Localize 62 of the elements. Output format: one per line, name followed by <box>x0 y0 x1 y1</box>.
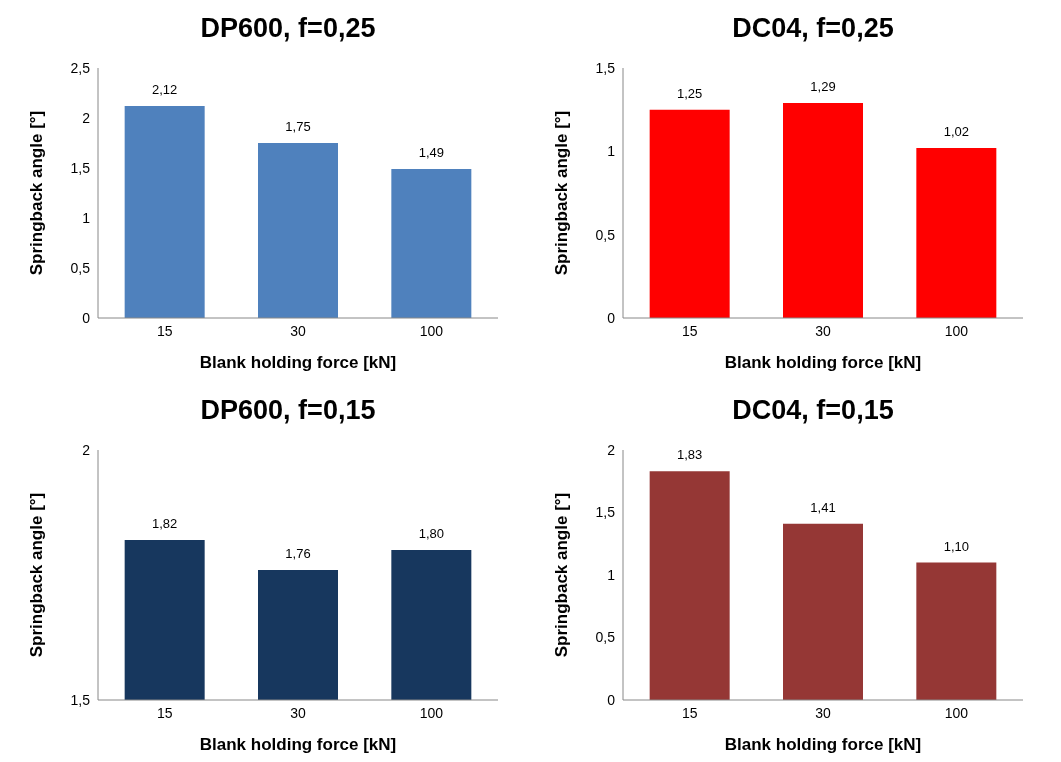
bar <box>783 103 863 318</box>
y-tick-label: 2,5 <box>70 59 91 76</box>
y-tick-label: 0 <box>82 309 91 326</box>
data-label: 1,82 <box>152 516 178 531</box>
y-tick-label: 1,5 <box>595 504 616 521</box>
bar <box>124 106 205 318</box>
chart-title: DC04, f=0,15 <box>731 394 895 427</box>
data-label: 2,12 <box>152 82 178 97</box>
chart-title: DP600, f=0,15 <box>199 394 377 427</box>
bar <box>258 143 338 318</box>
bar <box>916 562 997 700</box>
y-tick-label: 0 <box>607 309 616 326</box>
y-tick-label: 0,5 <box>595 226 616 243</box>
chart-title: DC04, f=0,25 <box>731 12 895 45</box>
y-tick-label: 0,5 <box>595 629 616 646</box>
y-tick-label: 1 <box>607 566 616 583</box>
x-axis-title: Blank holding force [kN] <box>199 353 397 372</box>
chart-title: DP600, f=0,25 <box>199 12 377 45</box>
y-tick-label: 2 <box>607 441 616 458</box>
y-tick-label: 1 <box>607 143 616 160</box>
x-axis-title: Blank holding force [kN] <box>199 735 397 754</box>
y-axis-title: Springback angle [°] <box>552 110 572 276</box>
data-label: 1,29 <box>810 79 836 94</box>
bar <box>649 471 730 700</box>
data-label: 1,80 <box>418 526 444 541</box>
bar <box>916 148 997 318</box>
x-tick-label: 30 <box>290 704 306 721</box>
y-tick-label: 2 <box>82 109 91 126</box>
bar <box>783 523 863 700</box>
x-tick-label: 100 <box>419 322 444 339</box>
x-tick-label: 100 <box>944 322 969 339</box>
y-tick-label: 2 <box>82 441 91 458</box>
y-tick-label: 0 <box>607 691 616 708</box>
y-axis-title: Springback angle [°] <box>552 492 572 658</box>
x-tick-label: 30 <box>815 704 831 721</box>
x-tick-label: 30 <box>290 322 306 339</box>
y-axis-title: Springback angle [°] <box>27 110 47 276</box>
y-tick-label: 1,5 <box>595 59 616 76</box>
x-axis-title: Blank holding force [kN] <box>724 735 922 754</box>
bar <box>649 109 730 318</box>
y-tick-label: 0,5 <box>70 259 91 276</box>
x-tick-label: 15 <box>156 704 173 721</box>
x-tick-label: 30 <box>815 322 831 339</box>
x-tick-label: 15 <box>156 322 173 339</box>
x-tick-label: 15 <box>681 704 698 721</box>
data-label: 1,49 <box>418 145 444 160</box>
x-tick-label: 100 <box>419 704 444 721</box>
x-tick-label: 15 <box>681 322 698 339</box>
data-label: 1,25 <box>677 85 703 101</box>
y-tick-label: 1,5 <box>70 691 91 708</box>
data-label: 1,76 <box>285 546 311 561</box>
data-label: 1,75 <box>285 119 311 134</box>
x-axis-title: Blank holding force [kN] <box>724 353 922 372</box>
data-label: 1,02 <box>943 124 969 139</box>
y-tick-label: 1 <box>82 209 91 226</box>
data-label: 1,10 <box>943 538 969 554</box>
x-tick-label: 100 <box>944 704 969 721</box>
y-axis-title: Springback angle [°] <box>27 492 47 658</box>
y-tick-label: 1,5 <box>70 159 91 176</box>
data-label: 1,83 <box>677 447 703 463</box>
data-label: 1,41 <box>810 499 836 515</box>
bar <box>391 169 472 318</box>
